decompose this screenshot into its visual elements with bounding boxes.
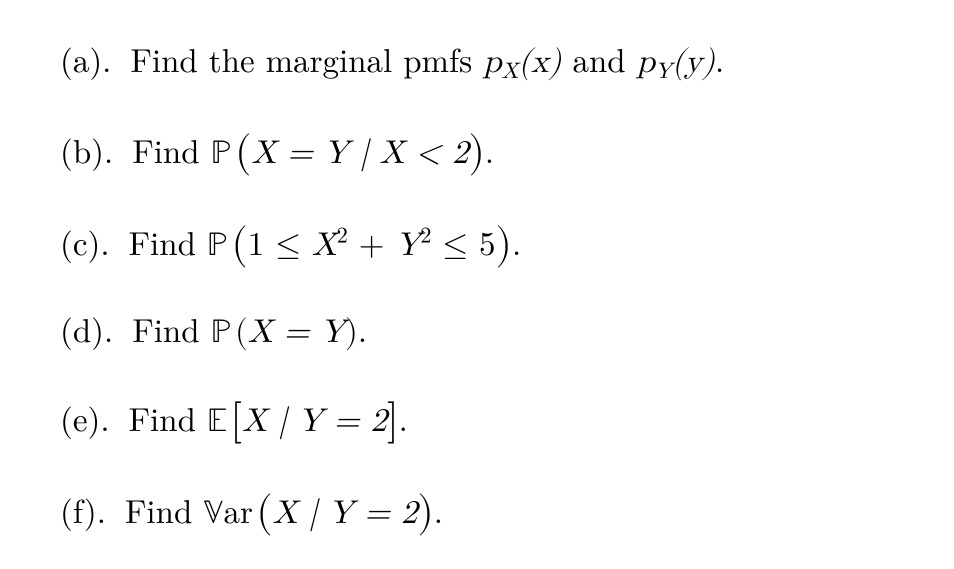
item-e-suffix: . (399, 394, 408, 441)
expr-pX: pX(x) (483, 46, 561, 79)
item-b: (b). Find ℙ (X = Y | X < 2). (60, 124, 894, 179)
item-c-label: (c). (60, 218, 110, 265)
expr-pY: pY(y) (637, 46, 715, 79)
sq2: 2 (420, 226, 431, 248)
inner-e: X | Y = 2 (242, 405, 387, 438)
item-f: (f). Find 𝕍ar (X | Y = 2). (60, 484, 894, 539)
rparen-c: ) (496, 224, 512, 266)
item-d-label: (d). (60, 305, 113, 352)
op-Var-f: 𝕍ar (203, 497, 253, 530)
rparen-e: ] (387, 400, 399, 442)
item-e: (e). Find 𝔼 [X | Y = 2]. (60, 392, 894, 447)
le5: ≤ 5 (431, 229, 495, 262)
pX-base: p (483, 46, 501, 79)
item-e-body: Find 𝔼 [X | Y = 2]. (129, 394, 408, 441)
item-f-label: (f). (60, 486, 106, 533)
op-P-c: ℙ (207, 229, 228, 262)
lparen-d: ( (235, 316, 248, 349)
pX-sub: X (502, 61, 519, 83)
rparen-d: ) (345, 316, 358, 349)
item-d-suffix: . (358, 305, 367, 352)
item-e-prefix: Find (129, 394, 207, 441)
lparen-e: [ (230, 400, 242, 442)
inner-d: X = Y (248, 316, 345, 349)
sq1: 2 (337, 226, 348, 248)
item-d: (d). Find ℙ (X = Y). (60, 308, 894, 355)
rparen-b: ) (468, 132, 484, 174)
item-c-body: Find ℙ (1 ≤ X2 + Y2 ≤ 5). (129, 218, 522, 265)
item-c-suffix: . (512, 218, 521, 265)
inner-b: X = Y | X < 2 (251, 137, 468, 170)
pY-arg: (y) (672, 46, 715, 79)
X-c: X (312, 229, 337, 262)
expr-d: ℙ (X = Y) (211, 316, 358, 349)
item-a: (a). Find the marginal pmfs pX(x) and pY… (60, 38, 894, 87)
pY-sub: Y (655, 61, 672, 83)
item-d-body: Find ℙ (X = Y). (132, 305, 367, 352)
lparen-b: ( (235, 132, 251, 174)
item-d-prefix: Find (132, 305, 210, 352)
expr-f: 𝕍ar (X | Y = 2) (203, 497, 433, 530)
item-c: (c). Find ℙ (1 ≤ X2 + Y2 ≤ 5). (60, 216, 894, 271)
problem-list: (a). Find the marginal pmfs pX(x) and pY… (0, 0, 954, 569)
op-P-d: ℙ (211, 316, 232, 349)
item-e-label: (e). (60, 394, 110, 441)
item-f-suffix: . (434, 486, 443, 533)
item-c-prefix: Find (129, 218, 207, 265)
pX-arg: (x) (518, 46, 561, 79)
plus-c: + (348, 229, 396, 262)
item-a-mid: and (561, 35, 636, 82)
item-a-label: (a). (60, 35, 111, 82)
item-a-body: Find the marginal pmfs pX(x) and pY(y). (130, 35, 724, 82)
item-f-prefix: Find (125, 486, 203, 533)
op-E-e: 𝔼 (207, 405, 227, 438)
item-b-suffix: . (485, 126, 494, 173)
lparen-f: ( (256, 492, 272, 534)
item-a-prefix: Find the marginal pmfs (130, 35, 483, 82)
rparen-f: ) (417, 492, 433, 534)
item-b-body: Find ℙ (X = Y | X < 2). (132, 126, 494, 173)
inner-f: X | Y = 2 (273, 497, 418, 530)
item-f-body: Find 𝕍ar (X | Y = 2). (125, 486, 443, 533)
item-b-label: (b). (60, 126, 113, 173)
expr-b: ℙ (X = Y | X < 2) (211, 137, 485, 170)
op-P-b: ℙ (211, 137, 232, 170)
expr-c: ℙ (1 ≤ X2 + Y2 ≤ 5) (207, 229, 512, 262)
lparen-c: ( (231, 224, 247, 266)
expr-e: 𝔼 [X | Y = 2] (207, 405, 399, 438)
Y-c: Y (395, 229, 420, 262)
item-b-prefix: Find (132, 126, 210, 173)
pY-base: p (637, 46, 655, 79)
item-a-suffix: . (715, 35, 724, 82)
one-le: 1 ≤ (248, 229, 312, 262)
